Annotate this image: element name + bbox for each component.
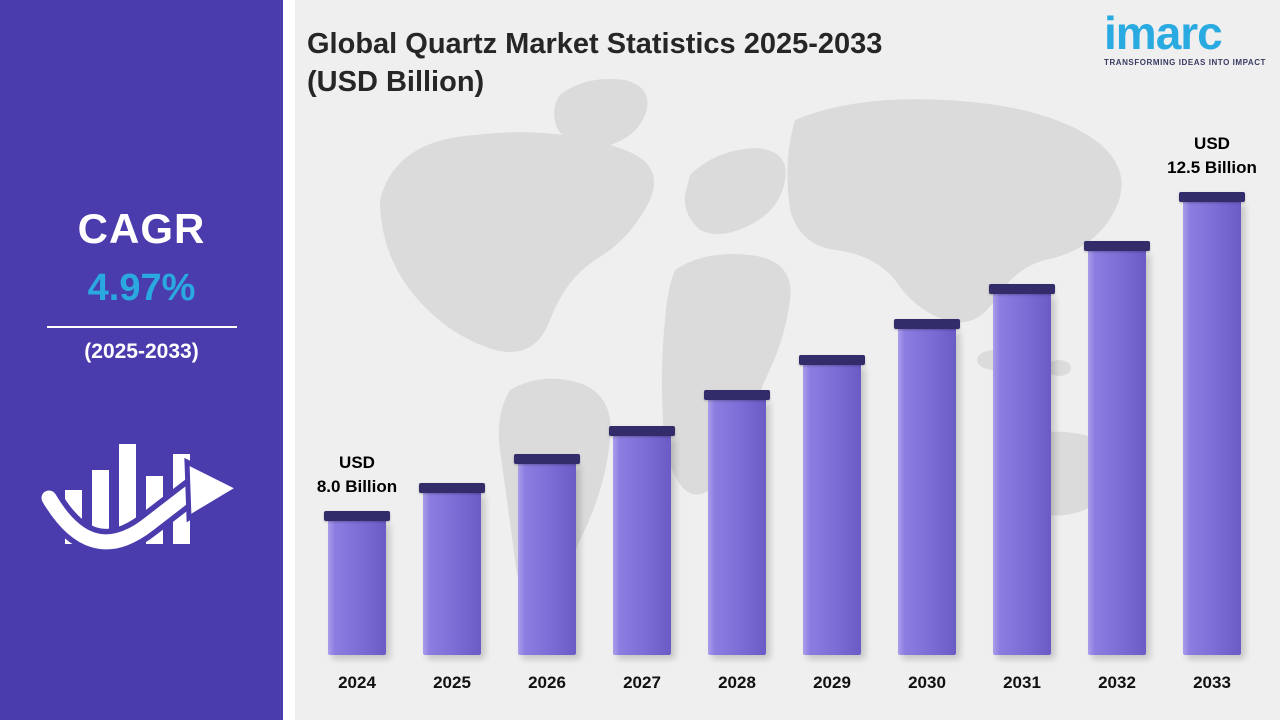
bar-2033 — [1179, 192, 1245, 655]
year-label-2031: 2031 — [1003, 673, 1041, 692]
bar-cap-2025 — [419, 483, 485, 493]
growth-chart-icon — [35, 402, 247, 572]
imarc-logo-tagline: TRANSFORMING IDEAS INTO IMPACT — [1104, 58, 1266, 67]
bar-group-2024: 2024 USD 8.0 Billion — [317, 130, 397, 692]
bar-group-2025: 2025 — [419, 130, 485, 692]
bar-cap-2031 — [989, 284, 1055, 294]
year-label-2033: 2033 — [1193, 673, 1231, 692]
bar-2025 — [419, 483, 485, 655]
bar-value-label-2033: USD 12.5 Billion — [1167, 133, 1257, 178]
bar-cap-2029 — [799, 355, 865, 365]
year-label-2027: 2027 — [623, 673, 661, 692]
bar-2032 — [1084, 241, 1150, 655]
bar-value-label-2024: USD 8.0 Billion — [316, 452, 398, 497]
cagr-divider — [46, 326, 237, 328]
bar-group-2031: 2031 — [989, 130, 1055, 692]
cagr-value: 4.97% — [87, 267, 196, 309]
cagr-label: CAGR — [77, 205, 206, 252]
bar-2031 — [989, 284, 1055, 655]
bar-cap-2030 — [894, 319, 960, 329]
bar-cap-2026 — [514, 454, 580, 464]
bar-group-2027: 2027 — [609, 130, 675, 692]
bar-group-2033: 2033 USD 12.5 Billion — [1167, 130, 1257, 692]
bar-cap-2033 — [1179, 192, 1245, 202]
bar-cap-2028 — [704, 390, 770, 400]
year-label-2024: 2024 — [338, 673, 376, 692]
bar-cap-2027 — [609, 426, 675, 436]
bar-2027 — [609, 426, 675, 655]
bar-group-2029: 2029 — [799, 130, 865, 692]
year-label-2032: 2032 — [1098, 673, 1136, 692]
year-label-2025: 2025 — [433, 673, 471, 692]
year-label-2026: 2026 — [528, 673, 566, 692]
imarc-logo-wordmark: imarc — [1104, 7, 1223, 59]
bar-cap-2032 — [1084, 241, 1150, 251]
year-label-2029: 2029 — [813, 673, 851, 692]
imarc-logo: imarc TRANSFORMING IDEAS INTO IMPACT — [1104, 10, 1266, 67]
chart-title-line1: Global Quartz Market Statistics 2025-203… — [307, 28, 883, 60]
bar-2024 — [324, 511, 390, 655]
bar-group-2030: 2030 — [894, 130, 960, 692]
chart-title: Global Quartz Market Statistics 2025-203… — [307, 26, 1087, 101]
cagr-sidebar: CAGR 4.97% (2025-2033) — [0, 0, 283, 720]
cagr-period: (2025-2033) — [84, 340, 199, 363]
bar-2029 — [799, 355, 865, 655]
bar-2026 — [514, 454, 580, 655]
bar-group-2032: 2032 — [1084, 130, 1150, 692]
year-label-2030: 2030 — [908, 673, 946, 692]
bar-plot: 2024 USD 8.0 Billion 2025 2026 2027 2028 2029 20… — [317, 130, 1257, 692]
bar-group-2026: 2026 — [514, 130, 580, 692]
bar-group-2028: 2028 — [704, 130, 770, 692]
year-label-2028: 2028 — [718, 673, 756, 692]
bar-cap-2024 — [324, 511, 390, 521]
bar-2030 — [894, 319, 960, 655]
chart-panel: Global Quartz Market Statistics 2025-203… — [295, 0, 1280, 720]
bar-2028 — [704, 390, 770, 655]
chart-title-line2: (USD Billion) — [307, 65, 485, 98]
